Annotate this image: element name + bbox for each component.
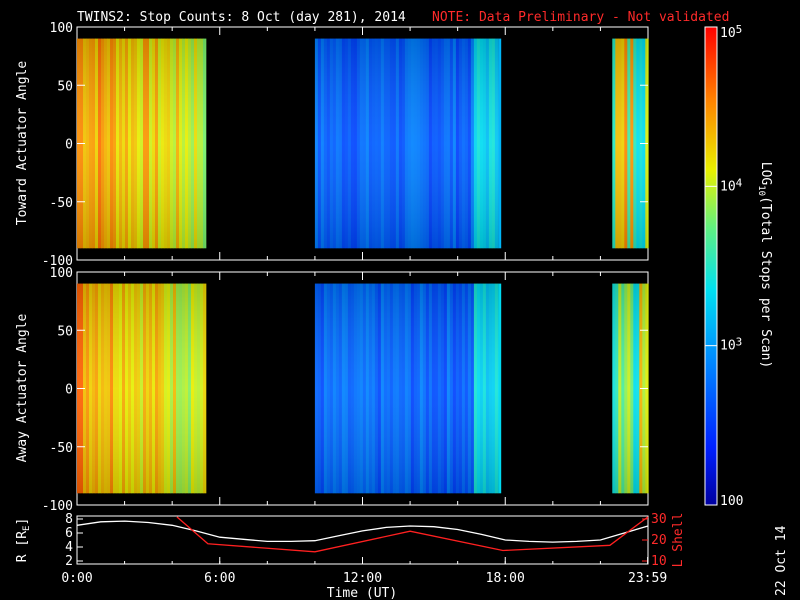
heatmap-shade: [77, 283, 206, 494]
heatmap-cells-toward: [77, 38, 649, 249]
x-tick-label: 23:59: [628, 571, 667, 586]
y-tick-label-right: 10: [651, 554, 667, 569]
colorbar-tick-label: 100: [720, 494, 743, 509]
y-axis-label-toward: Toward Actuator Angle: [15, 61, 30, 226]
y-tick-label: 50: [57, 79, 73, 94]
date-stamp: 22 Oct 14: [774, 525, 789, 596]
y-tick-label-right: 30: [651, 512, 667, 527]
orbit-right-label: L Shell: [671, 513, 686, 568]
heatmap-shade: [314, 283, 500, 494]
radius-line: [76, 520, 649, 543]
y-tick-label: 50: [57, 324, 73, 339]
orbit-lines: [76, 516, 649, 553]
y-tick-label: 0: [65, 138, 73, 153]
x-tick-label: 12:00: [343, 571, 382, 586]
x-tick-label: 18:00: [486, 571, 525, 586]
heatmap-shade: [77, 38, 206, 249]
colorbar-ticks: 105 104 103 100: [705, 23, 743, 509]
heatmap-cell: [497, 283, 502, 494]
colorbar-tick-label: 105: [720, 23, 742, 41]
x-tick-label: 0:00: [61, 571, 92, 586]
y-tick-label: -50: [50, 196, 73, 211]
y-tick-label: 0: [65, 383, 73, 398]
y-tick-label-right: 20: [651, 533, 667, 548]
y-axis-label-away: Away Actuator Angle: [15, 313, 30, 462]
y-tick-label: -100: [42, 254, 73, 269]
heatmap-away: 100 50 0 -50 -100 Away Actuator Angle: [15, 266, 649, 514]
chart-title: TWINS2: Stop Counts: 8 Oct (day 281), 20…: [77, 10, 406, 25]
colorbar-gradient: [704, 26, 718, 506]
colorbar-tick-label: 103: [720, 336, 742, 354]
heatmap-cells-away: [77, 283, 649, 494]
y-tick-label-left: 8: [65, 512, 73, 527]
heatmap-shade: [314, 38, 500, 249]
y-tick-label: 100: [50, 21, 73, 36]
lshell-line: [176, 516, 649, 553]
heatmap-cell: [497, 38, 502, 249]
y-ticks-toward: 100 50 0 -50 -100: [42, 21, 649, 269]
colorbar-tick-label: 104: [720, 176, 743, 194]
y-tick-label-left: 2: [65, 554, 73, 569]
x-axis-label: Time (UT): [327, 586, 397, 600]
y-tick-label-left: 4: [65, 540, 73, 555]
chart-note: NOTE: Data Preliminary - Not validated: [432, 10, 729, 25]
colorbar: 105 104 103 100 LOG10(Total Stops per Scan): [704, 23, 773, 509]
y-tick-label-left: 6: [65, 526, 73, 541]
y-tick-label: -100: [42, 499, 73, 514]
y-tick-label: -50: [50, 441, 73, 456]
x-tick-label: 6:00: [204, 571, 235, 586]
orbit-left-label: R [RE]: [15, 518, 32, 563]
plot-frame-orbit: [76, 515, 649, 565]
y-ticks-away: 100 50 0 -50 -100: [42, 266, 649, 514]
heatmap-toward: 100 50 0 -50 -100 Toward Actuator Angle: [15, 21, 649, 269]
colorbar-label: LOG10(Total Stops per Scan): [756, 162, 773, 369]
y-tick-label: 100: [50, 266, 73, 281]
